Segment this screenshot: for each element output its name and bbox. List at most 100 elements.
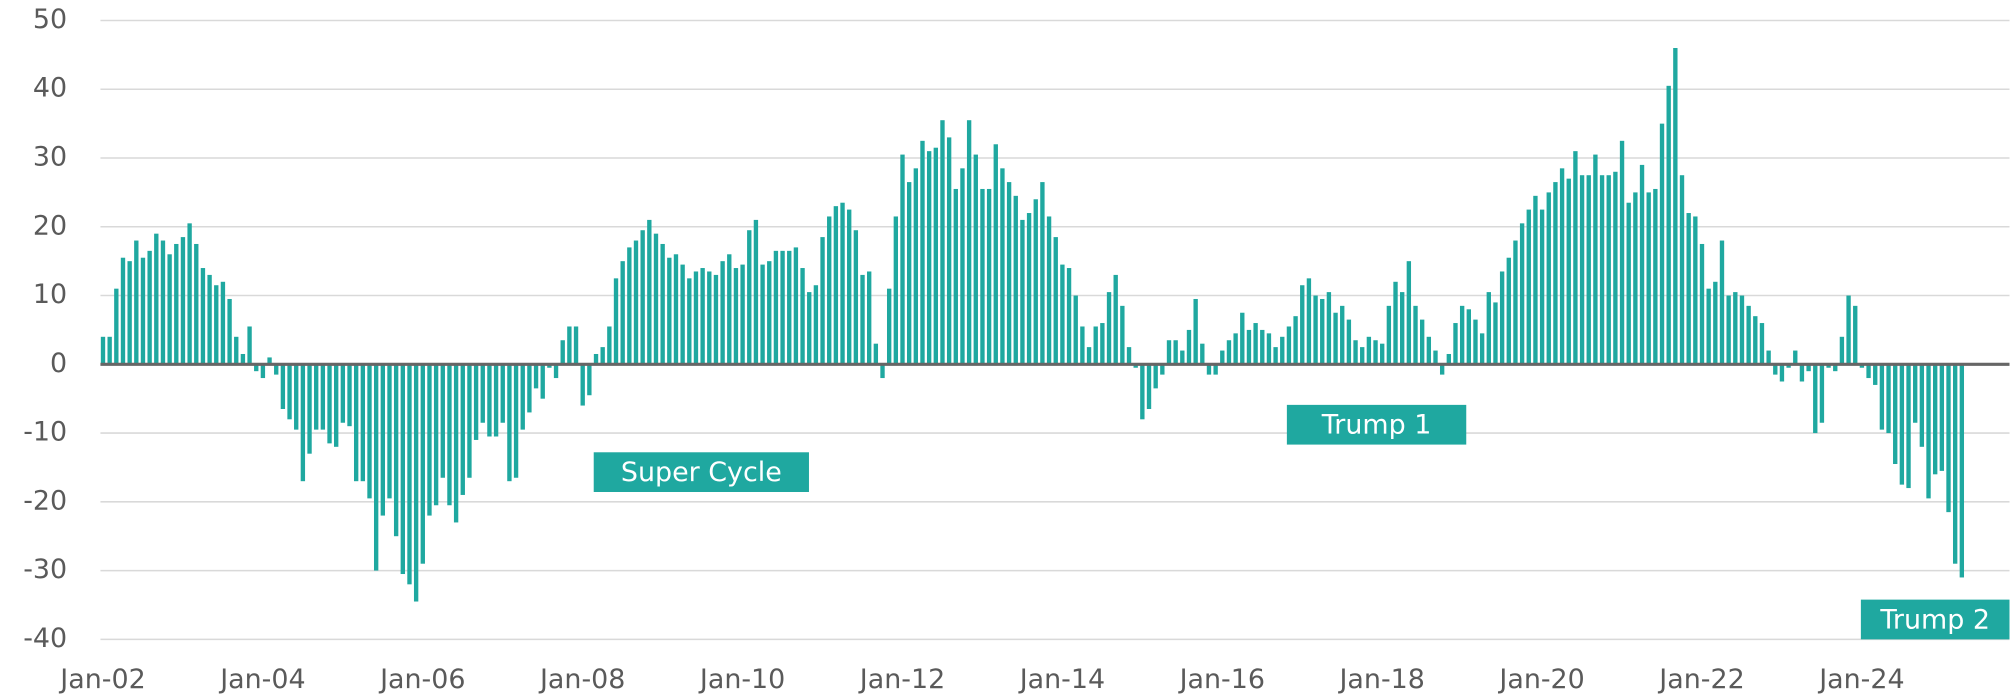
bar bbox=[827, 216, 832, 365]
bar bbox=[593, 353, 599, 365]
bar bbox=[713, 274, 719, 365]
bar bbox=[467, 364, 472, 478]
bar bbox=[1679, 175, 1685, 365]
bar bbox=[933, 147, 938, 365]
bar bbox=[1180, 350, 1185, 365]
bar bbox=[1213, 364, 1218, 375]
bar bbox=[274, 364, 279, 375]
bar bbox=[1113, 274, 1118, 365]
bar bbox=[1773, 364, 1778, 375]
bar bbox=[1160, 364, 1165, 375]
y-tick-label: -30 bbox=[23, 554, 67, 585]
bar bbox=[1040, 182, 1045, 365]
bar bbox=[1599, 175, 1605, 365]
bar bbox=[573, 326, 579, 365]
bar bbox=[280, 364, 286, 409]
bar bbox=[660, 243, 665, 365]
bar bbox=[773, 250, 779, 365]
bar bbox=[1952, 364, 1958, 564]
bar bbox=[1353, 340, 1358, 365]
bar bbox=[1273, 347, 1278, 365]
bar bbox=[1426, 336, 1432, 365]
x-tick-label: Jan-10 bbox=[698, 664, 785, 695]
bar bbox=[820, 237, 825, 365]
bar bbox=[1499, 271, 1505, 365]
bar bbox=[1266, 333, 1272, 365]
bar bbox=[1806, 364, 1811, 372]
bar bbox=[1393, 281, 1398, 365]
y-tick-label: -10 bbox=[23, 417, 67, 448]
bar bbox=[1593, 154, 1598, 365]
bar bbox=[1366, 336, 1372, 365]
bar bbox=[1813, 364, 1818, 434]
x-tick-label: Jan-16 bbox=[1178, 664, 1265, 695]
bar bbox=[673, 254, 679, 365]
bar bbox=[307, 364, 312, 454]
bar bbox=[687, 278, 692, 365]
bar bbox=[780, 250, 785, 365]
bar bbox=[700, 268, 705, 365]
bar bbox=[1033, 199, 1038, 365]
y-tick-label: 20 bbox=[33, 210, 67, 241]
bar bbox=[920, 140, 925, 365]
bar bbox=[727, 254, 732, 365]
bar bbox=[1959, 364, 1965, 578]
annotation-box bbox=[593, 452, 809, 492]
bar bbox=[1899, 364, 1905, 485]
bar bbox=[1713, 281, 1718, 365]
bar bbox=[1280, 336, 1285, 365]
bar bbox=[1459, 305, 1465, 365]
bar bbox=[473, 364, 479, 440]
bar bbox=[560, 340, 565, 365]
bar bbox=[1293, 316, 1298, 365]
bar bbox=[853, 230, 859, 365]
bar bbox=[753, 219, 759, 365]
bar bbox=[160, 240, 166, 365]
bar bbox=[1919, 364, 1925, 447]
bar bbox=[1253, 323, 1258, 365]
bar bbox=[540, 364, 545, 399]
bar bbox=[1819, 364, 1825, 423]
bar bbox=[1006, 182, 1012, 365]
x-tick-label: Jan-14 bbox=[1018, 664, 1105, 695]
bar bbox=[413, 364, 419, 602]
x-tick-label: Jan-06 bbox=[378, 664, 465, 695]
bar bbox=[1493, 302, 1498, 365]
bar bbox=[1306, 278, 1312, 365]
bar bbox=[587, 364, 592, 396]
bar bbox=[393, 364, 399, 537]
bar bbox=[893, 216, 899, 365]
bar bbox=[1000, 168, 1005, 365]
bar bbox=[420, 364, 425, 564]
bar bbox=[1380, 343, 1385, 365]
bar bbox=[334, 364, 339, 447]
bar bbox=[1240, 312, 1245, 365]
bar bbox=[294, 364, 299, 430]
bar bbox=[154, 233, 159, 365]
bar bbox=[1619, 140, 1625, 365]
bar bbox=[1613, 171, 1618, 365]
bar bbox=[1413, 305, 1418, 365]
bar bbox=[1753, 316, 1758, 365]
bar bbox=[1320, 298, 1325, 365]
x-tick-label: Jan-02 bbox=[58, 664, 145, 695]
bar bbox=[1606, 175, 1611, 365]
bar bbox=[187, 223, 192, 365]
bar bbox=[1346, 319, 1352, 365]
bar bbox=[134, 240, 139, 365]
bar bbox=[1793, 350, 1798, 365]
bar bbox=[1913, 364, 1918, 423]
bar bbox=[1073, 295, 1078, 365]
bar bbox=[1626, 202, 1631, 365]
bar bbox=[1100, 323, 1105, 365]
bar bbox=[1866, 364, 1871, 379]
bar bbox=[194, 243, 199, 365]
bar bbox=[720, 261, 725, 365]
annotation-box bbox=[1286, 404, 1467, 445]
bar bbox=[407, 364, 412, 585]
bar bbox=[1799, 364, 1805, 382]
bar bbox=[747, 230, 752, 365]
bar bbox=[1053, 237, 1058, 365]
y-tick-label: 10 bbox=[33, 279, 67, 310]
bar bbox=[1206, 364, 1212, 375]
